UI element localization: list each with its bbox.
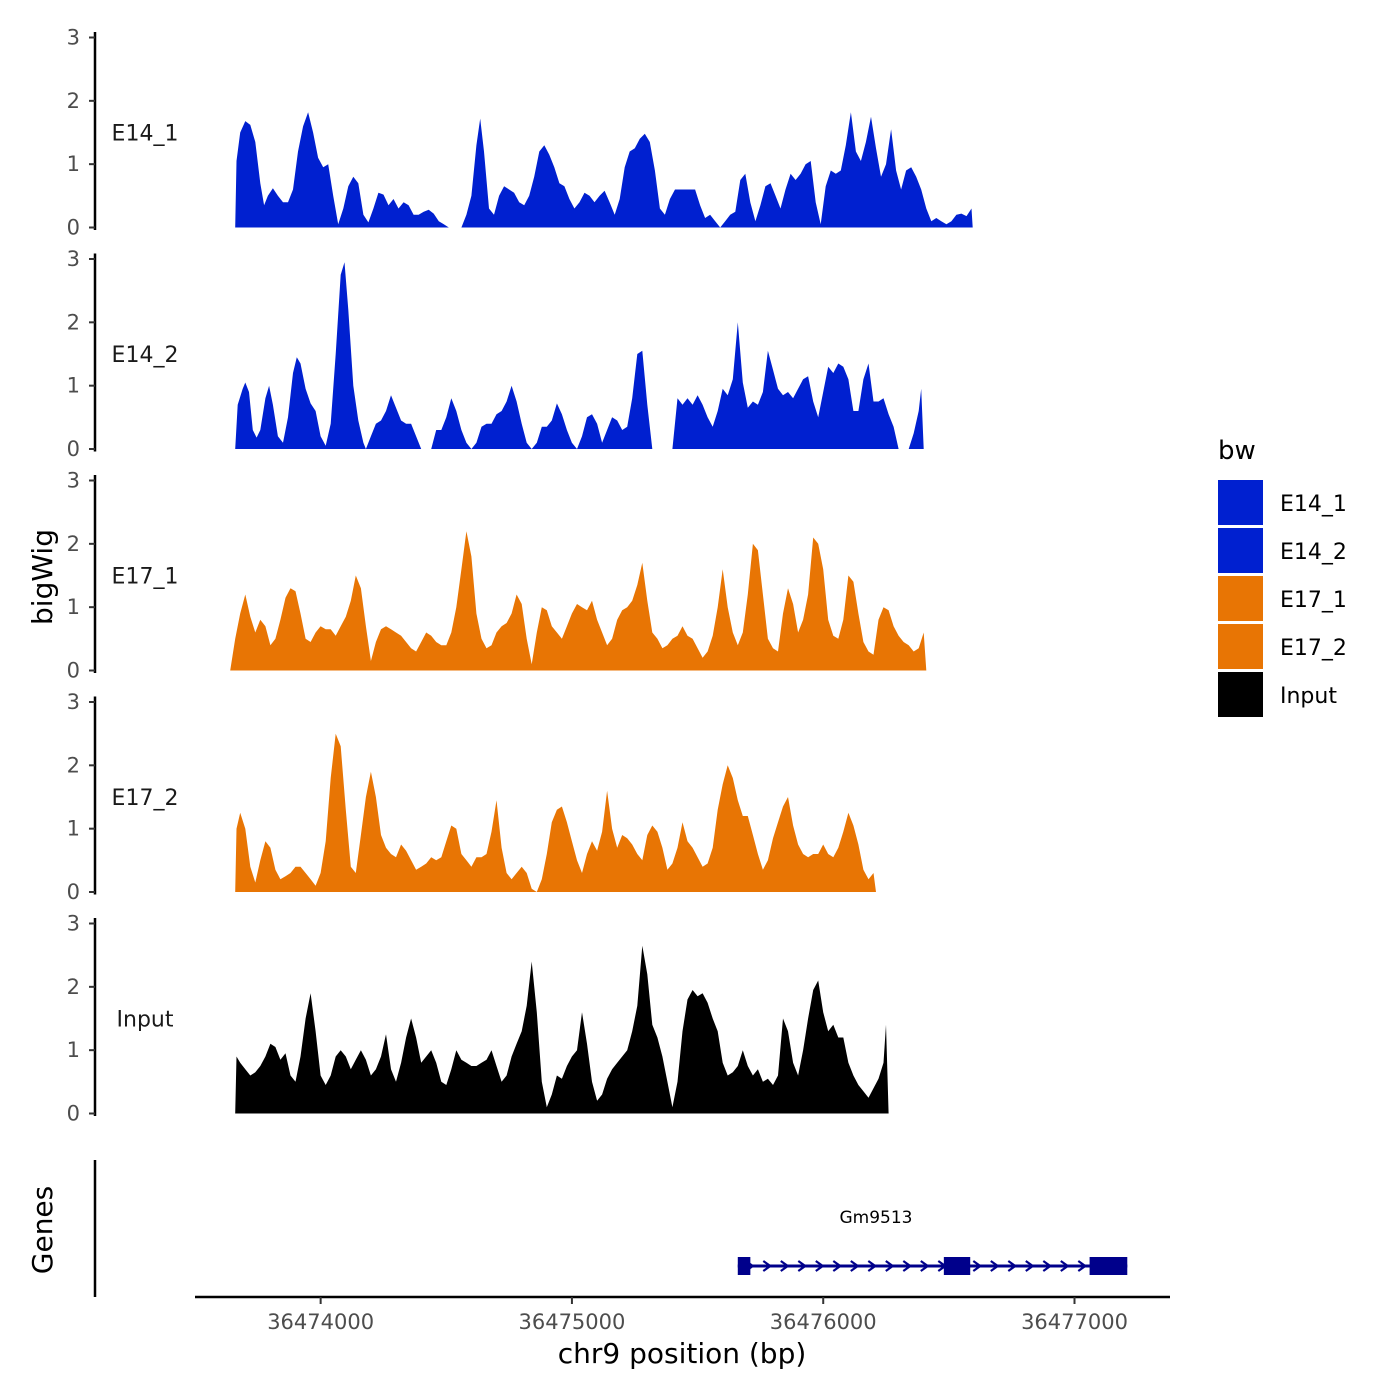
- legend-label: E17_1: [1280, 588, 1347, 613]
- y-tick-label: 1: [67, 152, 80, 176]
- track-E17_1: 0 1 2 3 E17_1: [67, 469, 927, 683]
- signal-area-E17_2: [235, 733, 876, 892]
- strand-arrow: [990, 1260, 1000, 1272]
- y-tick-label: 0: [67, 216, 80, 240]
- strand-arrow: [1077, 1260, 1088, 1272]
- track-Input: 0 1 2 3 Input: [67, 912, 889, 1126]
- legend-swatch: [1218, 576, 1263, 621]
- legend-title: bw: [1218, 436, 1256, 466]
- x-axis-title: chr9 position (bp): [558, 1337, 807, 1370]
- strand-arrow: [1060, 1260, 1070, 1272]
- x-tick-label: 36477000: [1021, 1310, 1128, 1334]
- strand-arrow: [1007, 1260, 1018, 1272]
- gene-exon: [943, 1257, 971, 1275]
- x-axis: 36474000 36475000 36476000 36477000 chr9 po…: [195, 1295, 1170, 1370]
- strand-arrow: [902, 1260, 913, 1272]
- track-E17_2: 0 1 2 3 E17_2: [67, 690, 876, 904]
- y-tick-label: 3: [67, 469, 80, 493]
- strand-arrow: [920, 1260, 930, 1272]
- gene-exon: [1089, 1257, 1128, 1275]
- signal-area-E14_2: [235, 262, 924, 449]
- y-tick-label: 2: [67, 89, 80, 113]
- y-tick-label: 3: [67, 247, 80, 271]
- y-axis-title: bigWig: [26, 529, 59, 625]
- track-label: E14_1: [112, 122, 179, 147]
- x-tick-label: 36476000: [770, 1310, 877, 1334]
- strand-arrow: [850, 1260, 860, 1272]
- strand-arrow: [832, 1260, 843, 1272]
- y-tick-label: 1: [67, 595, 80, 619]
- y-tick-label: 0: [67, 437, 80, 461]
- y-tick-label: 1: [67, 817, 80, 841]
- y-tick-label: 0: [67, 1102, 80, 1126]
- strand-arrow: [972, 1260, 983, 1272]
- y-tick-label: 0: [67, 880, 80, 904]
- strand-arrow: [815, 1260, 825, 1272]
- signal-area-Input: [235, 945, 889, 1114]
- gene-name-label: Gm9513: [839, 1208, 912, 1228]
- y-tick-label: 2: [67, 975, 80, 999]
- legend: bw E14_1 E14_2 E17_1 E17_2 Input: [1218, 436, 1347, 717]
- track-E14_1: 0 1 2 3 E14_1: [67, 26, 973, 240]
- x-axis-ticks: 36474000 36475000 36476000 36477000: [267, 1297, 1128, 1334]
- legend-label: E17_2: [1280, 636, 1347, 661]
- y-tick-label: 3: [67, 26, 80, 50]
- legend-label: E14_1: [1280, 492, 1347, 517]
- y-tick-label: 1: [67, 374, 80, 398]
- legend-swatch: [1218, 672, 1263, 717]
- signal-area-E14_1: [235, 112, 973, 228]
- strand-arrow: [867, 1260, 878, 1272]
- legend-label: Input: [1280, 684, 1337, 709]
- strand-arrow: [885, 1260, 895, 1272]
- legend-label: E14_2: [1280, 540, 1347, 565]
- track-label: Input: [117, 1008, 174, 1033]
- y-tick-label: 2: [67, 753, 80, 777]
- gene-track: Gm9513: [737, 1208, 1128, 1275]
- y-tick-label: 1: [67, 1038, 80, 1062]
- strand-arrow: [1042, 1260, 1053, 1272]
- y-tick-label: 3: [67, 912, 80, 936]
- strand-arrow: [780, 1260, 790, 1272]
- x-tick-label: 36475000: [518, 1310, 625, 1334]
- legend-swatch: [1218, 480, 1263, 525]
- strand-arrow: [1025, 1260, 1035, 1272]
- signal-tracks: 0 1 2 3 E14_1 0 1 2 3 E14_2 0 1 2 3 E17_1 0 1 2 3 E17_2 0 1 2 3…: [67, 26, 973, 1126]
- legend-swatch: [1218, 624, 1263, 669]
- legend-items: E14_1 E14_2 E17_1 E17_2 Input: [1218, 480, 1347, 717]
- y-tick-label: 2: [67, 310, 80, 334]
- strand-arrow: [762, 1260, 773, 1272]
- legend-swatch: [1218, 528, 1263, 573]
- y-tick-label: 2: [67, 532, 80, 556]
- y-tick-label: 0: [67, 659, 80, 683]
- x-tick-label: 36474000: [267, 1310, 374, 1334]
- track-E14_2: 0 1 2 3 E14_2: [67, 247, 924, 461]
- track-label: E17_2: [112, 786, 179, 811]
- gene-exon: [737, 1257, 751, 1275]
- genes-panel: Genes Gm9513: [26, 1160, 1128, 1297]
- strand-arrow: [797, 1260, 808, 1272]
- track-label: E14_2: [112, 343, 179, 368]
- track-label: E17_1: [112, 565, 179, 590]
- genes-axis-title: Genes: [26, 1186, 59, 1274]
- signal-area-E17_1: [230, 531, 927, 671]
- y-tick-label: 3: [67, 690, 80, 714]
